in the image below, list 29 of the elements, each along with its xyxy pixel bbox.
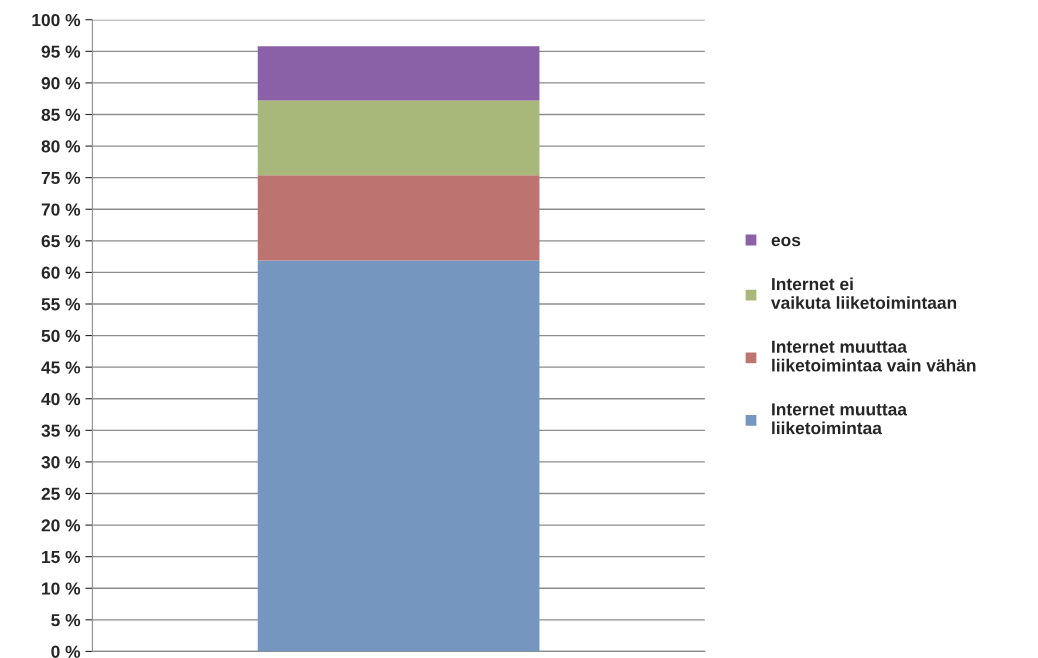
y-tick-label: 15 % xyxy=(42,550,81,564)
y-tick-label: 70 % xyxy=(41,203,81,216)
y-tick-label: 95 % xyxy=(41,45,81,58)
y-tick-label: 20 % xyxy=(41,519,81,532)
bar xyxy=(257,175,540,261)
y-tick-label: 60 % xyxy=(41,266,81,279)
y-tick-label: 75 % xyxy=(41,171,81,185)
bar xyxy=(257,260,540,652)
legend-label: Internet ei vaikuta liiketoimintaan xyxy=(771,277,957,309)
y-tick-label: 25 % xyxy=(41,487,81,500)
legend-label: Internet muuttaa liiketoimintaa vain vähän xyxy=(772,340,976,372)
bar xyxy=(257,100,540,176)
y-tick-label: 30 % xyxy=(41,456,81,469)
y-tick-label: 80 % xyxy=(41,140,81,153)
legend-label: eos xyxy=(771,236,801,247)
y-tick-label: 55 % xyxy=(41,298,81,311)
y-tick-label: 50 % xyxy=(41,329,81,343)
y-tick-label: 85 % xyxy=(41,108,81,121)
y-tick-label: 45 % xyxy=(41,361,81,374)
bar xyxy=(257,46,540,101)
y-tick-label: 100 % xyxy=(32,13,81,27)
y-tick-label: 10 % xyxy=(42,582,81,595)
y-tick-label: 40 % xyxy=(41,392,81,406)
y-tick-label: 5 % xyxy=(51,614,81,627)
y-tick-label: 0 % xyxy=(51,645,81,658)
y-tick-label: 65 % xyxy=(41,235,81,248)
legend-label: Internet muuttaa liiketoimintaa xyxy=(772,403,908,435)
y-tick-label: 90 % xyxy=(41,77,81,90)
y-tick-label: 35 % xyxy=(41,424,81,437)
